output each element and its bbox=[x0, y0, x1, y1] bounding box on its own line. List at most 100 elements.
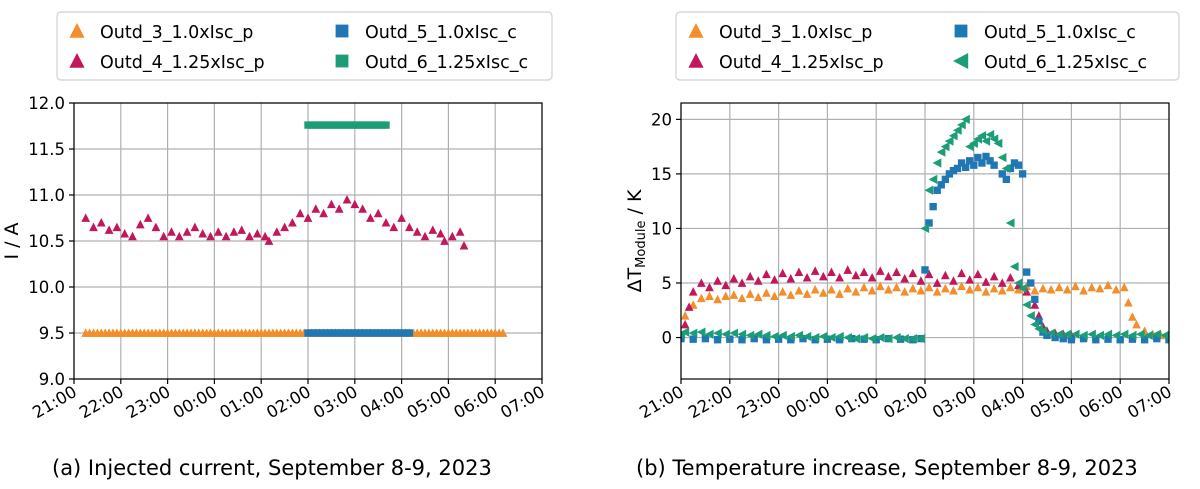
data-point bbox=[729, 328, 739, 338]
data-point bbox=[794, 267, 804, 277]
data-point bbox=[940, 270, 950, 280]
data-point bbox=[924, 185, 934, 195]
data-point bbox=[802, 272, 812, 282]
data-point bbox=[498, 328, 508, 337]
data-point bbox=[745, 330, 755, 340]
data-point bbox=[835, 289, 844, 298]
data-point bbox=[941, 175, 950, 184]
data-point bbox=[721, 280, 731, 290]
data-point bbox=[334, 204, 344, 213]
data-point bbox=[1153, 334, 1161, 343]
x-tick-label: 04:00 bbox=[978, 382, 1029, 422]
data-point bbox=[900, 287, 910, 296]
data-point bbox=[802, 289, 812, 298]
data-point bbox=[681, 334, 685, 343]
data-point bbox=[696, 293, 706, 303]
data-point bbox=[900, 274, 910, 283]
data-point bbox=[1009, 262, 1019, 272]
data-point bbox=[1095, 330, 1105, 340]
data-point bbox=[681, 327, 690, 337]
data-point bbox=[884, 284, 893, 294]
data-point bbox=[1119, 329, 1129, 339]
data-point bbox=[891, 332, 901, 343]
data-point bbox=[990, 161, 998, 169]
y-tick-label: 12.0 bbox=[28, 94, 65, 113]
data-point bbox=[288, 218, 297, 227]
data-point bbox=[1018, 170, 1027, 178]
data-point bbox=[389, 222, 399, 232]
data-point bbox=[252, 229, 262, 238]
data-point bbox=[343, 329, 351, 337]
data-point bbox=[174, 231, 184, 241]
data-point bbox=[696, 278, 706, 287]
data-point bbox=[859, 282, 869, 292]
data-point bbox=[405, 222, 414, 232]
data-point bbox=[1054, 329, 1064, 339]
x-tick-label: 02:00 bbox=[263, 382, 314, 422]
data-point bbox=[1071, 281, 1080, 291]
data-point bbox=[128, 231, 137, 241]
data-point bbox=[245, 231, 254, 241]
data-point bbox=[875, 266, 885, 275]
data-point bbox=[818, 288, 828, 297]
legend-frame bbox=[56, 11, 553, 81]
data-point bbox=[957, 281, 966, 291]
data-point bbox=[908, 283, 918, 293]
data-point bbox=[390, 329, 398, 337]
data-point bbox=[835, 336, 844, 344]
y-tick-label: 10 bbox=[651, 219, 672, 238]
data-point bbox=[331, 329, 339, 337]
data-point bbox=[937, 181, 945, 189]
x-tick-label: 03:00 bbox=[310, 382, 361, 422]
data-point bbox=[350, 199, 360, 209]
data-point bbox=[936, 147, 946, 157]
data-point bbox=[327, 199, 336, 209]
data-point bbox=[818, 271, 828, 281]
data-point bbox=[120, 229, 130, 238]
data-point bbox=[977, 131, 987, 141]
data-point bbox=[705, 291, 714, 301]
data-point bbox=[343, 121, 351, 129]
legend: Outd_3_1.0xIsc_p Outd_4_1.25xIsc_p Outd_5_… bbox=[675, 11, 1180, 81]
data-point bbox=[729, 274, 739, 283]
data-point bbox=[981, 287, 991, 296]
x-tick-label: 03:00 bbox=[929, 382, 980, 422]
data-point bbox=[1030, 286, 1040, 295]
series-Outd_6_1.25xIsc_c bbox=[681, 114, 1169, 344]
data-point bbox=[810, 284, 820, 294]
data-point bbox=[970, 161, 978, 169]
data-point bbox=[989, 271, 999, 281]
data-point bbox=[440, 236, 449, 245]
data-point bbox=[924, 269, 934, 279]
data-point bbox=[1054, 282, 1064, 292]
data-point bbox=[827, 267, 836, 277]
data-point bbox=[737, 293, 747, 303]
data-point bbox=[1128, 335, 1137, 343]
data-point bbox=[957, 120, 966, 130]
data-point bbox=[1127, 330, 1137, 340]
data-point bbox=[96, 218, 106, 227]
data-point bbox=[835, 272, 844, 282]
data-point bbox=[921, 266, 929, 274]
data-point bbox=[312, 329, 320, 337]
data-point bbox=[381, 218, 391, 227]
data-point bbox=[900, 334, 909, 344]
data-point bbox=[892, 282, 901, 292]
data-point bbox=[932, 287, 942, 296]
data-point bbox=[1026, 311, 1035, 321]
data-point bbox=[112, 222, 122, 232]
data-point bbox=[1001, 163, 1011, 174]
legend-frame bbox=[675, 11, 1180, 81]
data-point bbox=[721, 291, 731, 301]
data-point bbox=[428, 225, 438, 234]
data-point bbox=[1087, 329, 1096, 339]
data-point bbox=[89, 222, 98, 232]
series-Outd_3_1.0xIsc_p bbox=[681, 280, 1169, 340]
data-point bbox=[769, 331, 779, 342]
data-point bbox=[843, 332, 852, 343]
y-axis-label: ΔTModule / K bbox=[624, 189, 649, 292]
data-point bbox=[378, 329, 386, 337]
data-point bbox=[311, 204, 321, 213]
data-point bbox=[997, 278, 1007, 287]
data-point bbox=[961, 114, 970, 124]
